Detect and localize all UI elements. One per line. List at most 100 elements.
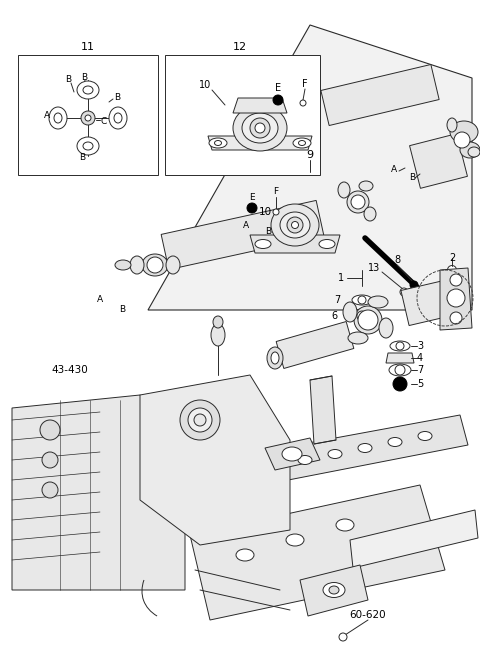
Text: 6: 6 bbox=[332, 311, 338, 321]
Polygon shape bbox=[386, 353, 414, 363]
Ellipse shape bbox=[271, 204, 319, 246]
Ellipse shape bbox=[267, 347, 283, 369]
Ellipse shape bbox=[352, 295, 372, 305]
Ellipse shape bbox=[293, 138, 311, 148]
Circle shape bbox=[357, 311, 367, 321]
Ellipse shape bbox=[328, 449, 342, 459]
Text: B: B bbox=[265, 228, 271, 237]
Ellipse shape bbox=[379, 318, 393, 338]
Circle shape bbox=[351, 195, 365, 209]
Circle shape bbox=[273, 95, 283, 105]
Ellipse shape bbox=[242, 113, 278, 143]
Ellipse shape bbox=[85, 115, 91, 121]
Text: 5: 5 bbox=[417, 379, 423, 389]
Ellipse shape bbox=[77, 81, 99, 99]
Text: E: E bbox=[249, 192, 255, 201]
Ellipse shape bbox=[250, 118, 270, 138]
Ellipse shape bbox=[282, 447, 302, 461]
Circle shape bbox=[273, 209, 279, 215]
Ellipse shape bbox=[364, 207, 376, 221]
Ellipse shape bbox=[109, 107, 127, 129]
Text: F: F bbox=[274, 188, 278, 197]
Circle shape bbox=[447, 289, 465, 307]
Text: 13: 13 bbox=[368, 263, 380, 273]
Ellipse shape bbox=[236, 549, 254, 561]
Ellipse shape bbox=[351, 309, 373, 323]
Polygon shape bbox=[270, 415, 468, 482]
Ellipse shape bbox=[255, 123, 265, 133]
Text: A: A bbox=[97, 295, 103, 304]
Polygon shape bbox=[350, 510, 478, 568]
Circle shape bbox=[40, 420, 60, 440]
Text: A: A bbox=[243, 220, 249, 230]
Ellipse shape bbox=[142, 254, 168, 276]
Circle shape bbox=[400, 288, 408, 296]
Polygon shape bbox=[409, 134, 468, 188]
Ellipse shape bbox=[338, 182, 350, 198]
Circle shape bbox=[450, 312, 462, 324]
Text: B: B bbox=[81, 73, 87, 81]
Circle shape bbox=[339, 633, 347, 641]
Ellipse shape bbox=[298, 455, 312, 464]
Ellipse shape bbox=[114, 113, 122, 123]
Polygon shape bbox=[440, 268, 472, 330]
Ellipse shape bbox=[358, 443, 372, 453]
Polygon shape bbox=[250, 235, 340, 253]
Ellipse shape bbox=[49, 107, 67, 129]
Ellipse shape bbox=[389, 364, 411, 376]
Ellipse shape bbox=[388, 438, 402, 447]
Ellipse shape bbox=[115, 260, 131, 270]
Circle shape bbox=[454, 132, 470, 148]
Text: F: F bbox=[302, 79, 308, 89]
Ellipse shape bbox=[460, 142, 480, 158]
Text: B: B bbox=[119, 306, 125, 314]
Text: B: B bbox=[65, 75, 71, 85]
Ellipse shape bbox=[329, 586, 339, 594]
Ellipse shape bbox=[323, 583, 345, 598]
Ellipse shape bbox=[83, 86, 93, 94]
Circle shape bbox=[393, 377, 407, 391]
Text: 11: 11 bbox=[81, 42, 95, 52]
Ellipse shape bbox=[450, 121, 478, 143]
Ellipse shape bbox=[233, 105, 287, 151]
Ellipse shape bbox=[447, 118, 457, 132]
Ellipse shape bbox=[255, 239, 271, 249]
Ellipse shape bbox=[368, 296, 388, 308]
Polygon shape bbox=[401, 281, 452, 325]
Circle shape bbox=[450, 274, 462, 286]
Circle shape bbox=[358, 310, 378, 330]
Circle shape bbox=[410, 281, 418, 289]
Circle shape bbox=[447, 266, 456, 274]
Ellipse shape bbox=[359, 181, 373, 191]
Circle shape bbox=[147, 257, 163, 273]
Text: 10: 10 bbox=[199, 80, 211, 90]
Ellipse shape bbox=[188, 408, 212, 432]
Text: B: B bbox=[114, 92, 120, 102]
Circle shape bbox=[42, 482, 58, 498]
Ellipse shape bbox=[83, 142, 93, 150]
Text: B: B bbox=[409, 173, 415, 182]
Ellipse shape bbox=[336, 519, 354, 531]
Ellipse shape bbox=[166, 256, 180, 274]
Polygon shape bbox=[300, 565, 368, 616]
Circle shape bbox=[247, 203, 257, 213]
Ellipse shape bbox=[194, 414, 206, 426]
Bar bbox=[165, 55, 320, 175]
Ellipse shape bbox=[81, 111, 95, 125]
Circle shape bbox=[395, 365, 405, 375]
Text: 4: 4 bbox=[417, 353, 423, 363]
Circle shape bbox=[42, 452, 58, 468]
Ellipse shape bbox=[348, 332, 368, 344]
Ellipse shape bbox=[287, 217, 303, 233]
Ellipse shape bbox=[215, 140, 221, 146]
Ellipse shape bbox=[54, 113, 62, 123]
Ellipse shape bbox=[319, 239, 335, 249]
Bar bbox=[18, 55, 158, 175]
Text: A: A bbox=[391, 165, 397, 174]
Polygon shape bbox=[190, 485, 445, 620]
Circle shape bbox=[358, 296, 366, 304]
Text: E: E bbox=[275, 83, 281, 93]
Polygon shape bbox=[161, 201, 324, 270]
Ellipse shape bbox=[130, 256, 144, 274]
Text: 60-620: 60-620 bbox=[350, 610, 386, 620]
